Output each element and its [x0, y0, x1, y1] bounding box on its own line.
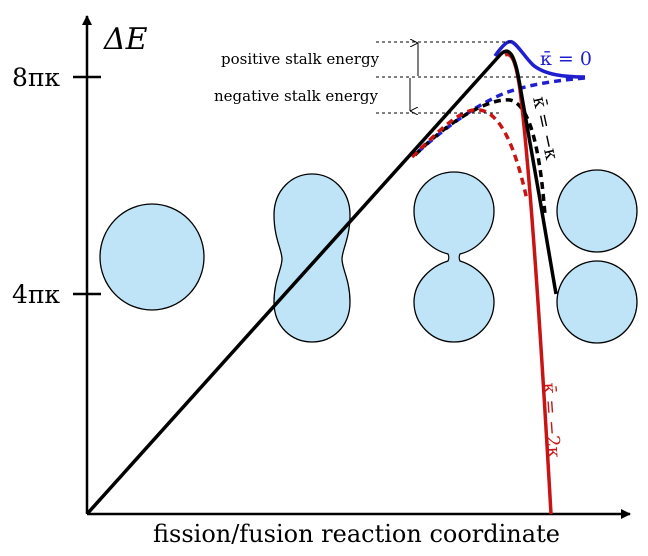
dumbbell-shape: [273, 173, 351, 343]
y-axis-label: ΔE: [103, 22, 148, 57]
sphere-shape: [99, 203, 205, 311]
curve-kappa0-dashed: [416, 76, 586, 154]
negative-stalk-label: negative stalk energy: [214, 87, 379, 105]
curve-kappa-neg1-dashed: [413, 98, 547, 216]
hourglass-shape: [413, 171, 495, 343]
tick-label-4pi: 4πκ: [12, 280, 60, 309]
curve-kappa0: [493, 39, 586, 79]
tick-label-8pi: 8πκ: [12, 63, 60, 92]
label-kappa0: κ̄ = 0: [540, 48, 592, 70]
x-axis-label: fission/fusion reaction coordinate: [153, 520, 560, 548]
two-spheres-shape: [556, 169, 638, 344]
curve-kappa-neg2-dashed: [410, 108, 529, 201]
positive-stalk-label: positive stalk energy: [221, 50, 380, 68]
label-kappa-neg2: κ̄ = −2κ: [538, 382, 564, 460]
curve-kappa-neg1: [85, 49, 558, 516]
